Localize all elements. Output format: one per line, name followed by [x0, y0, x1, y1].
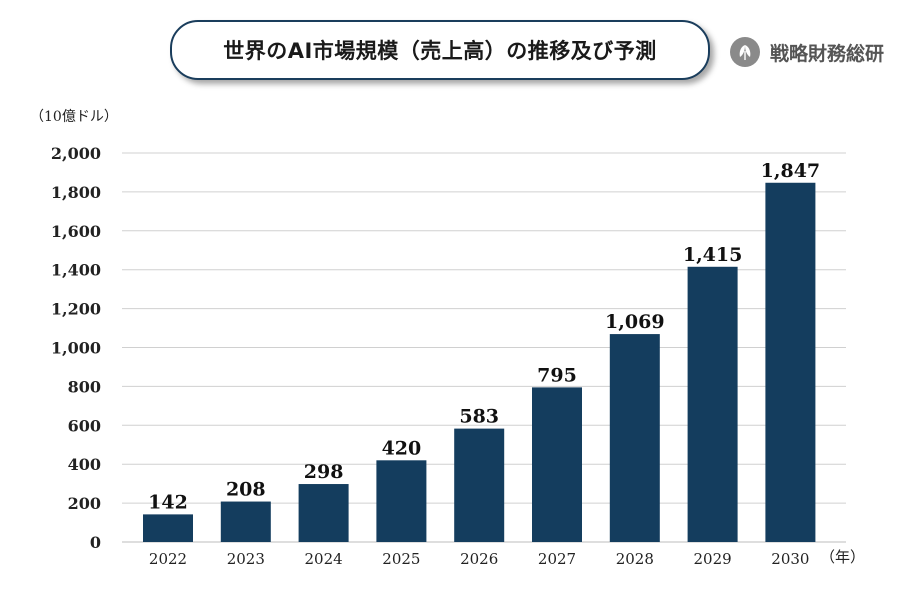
- bar: [609, 334, 660, 542]
- x-tick-label: 2027: [538, 550, 576, 568]
- data-label: 1,069: [605, 311, 665, 333]
- bar: [687, 266, 738, 542]
- x-tick-label: 2024: [305, 550, 343, 568]
- y-tick-label: 1,000: [51, 339, 101, 358]
- bar: [454, 428, 505, 542]
- x-axis-unit-label: （年）: [820, 548, 866, 566]
- brand-logo-icon: [730, 37, 760, 67]
- y-tick-label: 1,200: [51, 300, 101, 319]
- bar: [376, 460, 427, 542]
- y-tick-label: 800: [68, 377, 101, 396]
- bar: [298, 484, 349, 542]
- brand-name: 戦略財務総研: [770, 42, 885, 65]
- y-tick-label: 200: [68, 494, 101, 513]
- x-tick-label: 2023: [227, 550, 265, 568]
- data-label: 420: [382, 437, 422, 459]
- data-label: 298: [304, 461, 344, 483]
- y-tick-label: 1,600: [51, 222, 101, 241]
- x-tick-label: 2026: [460, 550, 498, 568]
- data-label: 583: [459, 406, 499, 428]
- data-label: 208: [226, 479, 266, 501]
- y-tick-label: 600: [68, 416, 101, 435]
- bar: [765, 182, 816, 543]
- bar: [220, 501, 271, 542]
- y-axis-unit-label: （10億ドル）: [30, 109, 118, 125]
- data-label: 1,415: [683, 244, 743, 266]
- brand: 戦略財務総研: [730, 37, 884, 67]
- data-label: 142: [148, 491, 188, 513]
- chart-title: 世界のAI市場規模（売上高）の推移及び予測: [223, 39, 657, 63]
- y-tick-label: 0: [90, 533, 101, 552]
- y-tick-label: 1,400: [51, 261, 101, 280]
- data-label: 1,847: [761, 160, 821, 182]
- x-tick-label: 2022: [149, 550, 187, 568]
- x-tick-label: 2028: [616, 550, 654, 568]
- chart-title-box: 世界のAI市場規模（売上高）の推移及び予測: [170, 20, 710, 80]
- y-tick-label: 2,000: [51, 144, 101, 163]
- x-tick-label: 2025: [382, 550, 420, 568]
- x-tick-label: 2030: [771, 550, 809, 568]
- x-tick-label: 2029: [694, 550, 732, 568]
- data-label: 795: [537, 364, 577, 386]
- bar: [532, 387, 582, 542]
- y-tick-label: 1,800: [51, 183, 101, 202]
- y-tick-label: 400: [68, 455, 101, 474]
- bar: [143, 514, 193, 542]
